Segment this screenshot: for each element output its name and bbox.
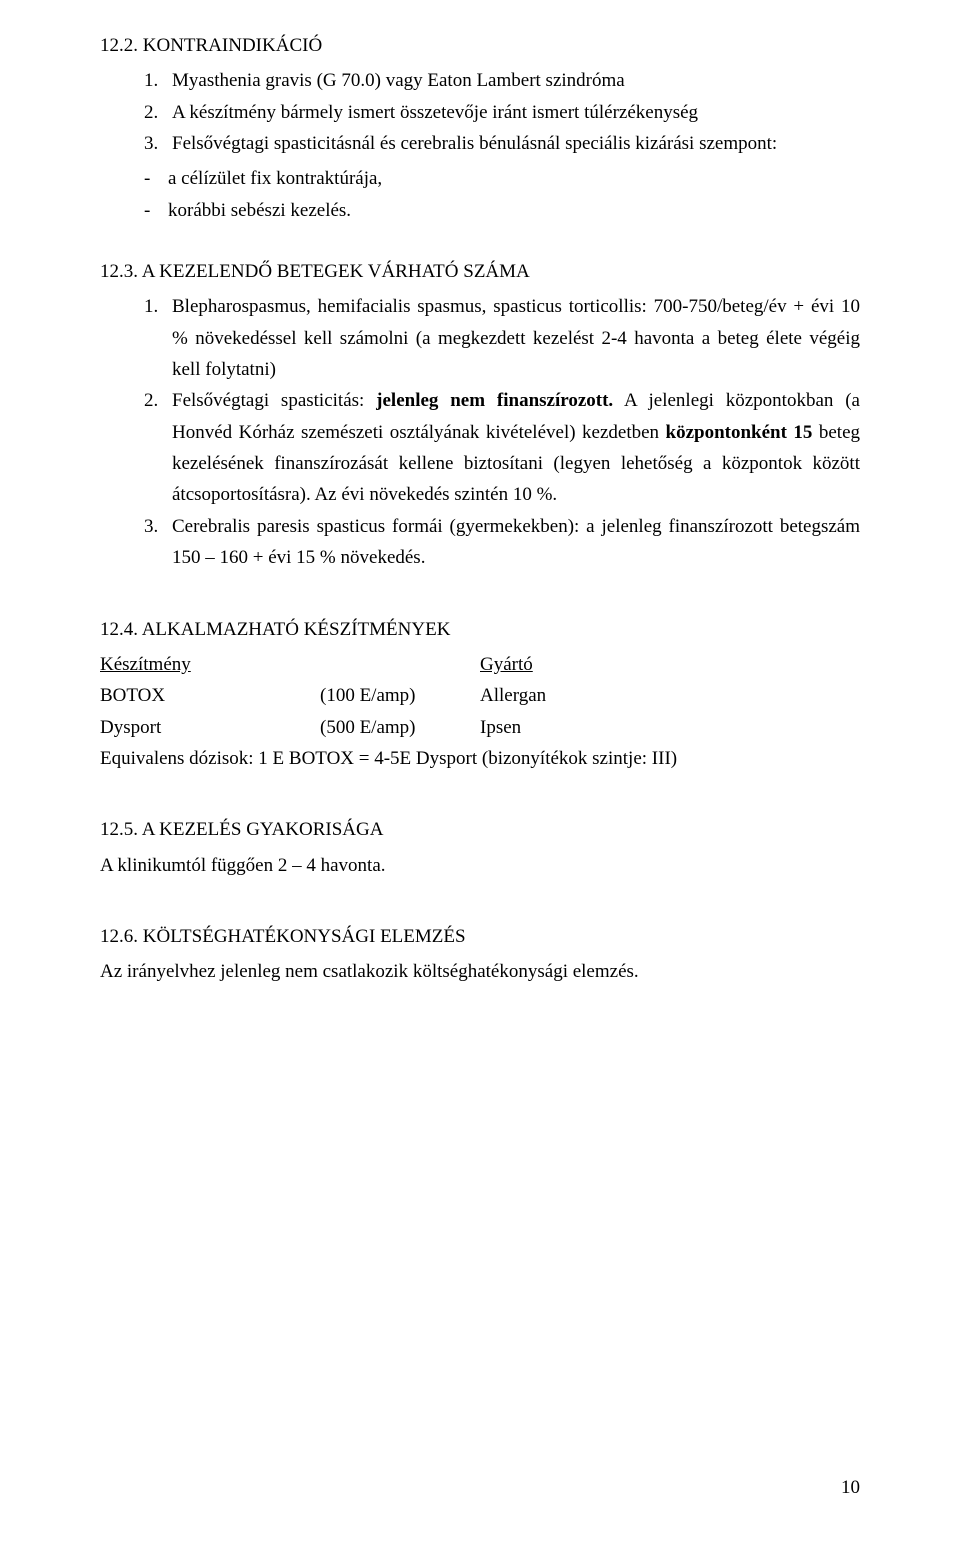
preparation-row: BOTOX (100 E/amp) Allergan bbox=[100, 680, 860, 711]
dash-item: - a célízület fix kontraktúrája, bbox=[144, 163, 860, 194]
list-text: Blepharospasmus, hemifacialis spasmus, s… bbox=[172, 291, 860, 385]
dash-item: - korábbi sebészi kezelés. bbox=[144, 195, 860, 226]
preparation-dose: (100 E/amp) bbox=[320, 680, 480, 711]
preparation-dose: (500 E/amp) bbox=[320, 712, 480, 743]
col-header-manufacturer: Gyártó bbox=[480, 649, 860, 680]
list-text: Cerebralis paresis spasticus formái (gye… bbox=[172, 511, 860, 574]
preparation-manufacturer: Allergan bbox=[480, 680, 860, 711]
equivalence-line: Equivalens dózisok: 1 E BOTOX = 4-5E Dys… bbox=[100, 743, 860, 774]
list-item: 2. Felsővégtagi spasticitás: jelenleg ne… bbox=[144, 385, 860, 510]
preparation-name: BOTOX bbox=[100, 680, 320, 711]
list-item: 1. Blepharospasmus, hemifacialis spasmus… bbox=[144, 291, 860, 385]
list-number: 2. bbox=[144, 385, 172, 510]
list-text: Myasthenia gravis (G 70.0) vagy Eaton La… bbox=[172, 65, 860, 96]
bold-run: központonként 15 bbox=[666, 422, 813, 443]
section-12-6-heading: 12.6. KÖLTSÉGHATÉKONYSÁGI ELEMZÉS bbox=[100, 921, 860, 952]
col-header-preparation: Készítmény bbox=[100, 649, 320, 680]
bold-run: jelenleg nem finanszírozott. bbox=[376, 390, 613, 411]
section-12-6-text: Az irányelvhez jelenleg nem csatlakozik … bbox=[100, 956, 860, 987]
preparation-manufacturer: Ipsen bbox=[480, 712, 860, 743]
dash-text: korábbi sebészi kezelés. bbox=[168, 195, 860, 226]
list-item: 3. Cerebralis paresis spasticus formái (… bbox=[144, 511, 860, 574]
section-12-3-heading: 12.3. A KEZELENDŐ BETEGEK VÁRHATÓ SZÁMA bbox=[100, 256, 860, 287]
section-12-3-list: 1. Blepharospasmus, hemifacialis spasmus… bbox=[100, 291, 860, 573]
section-12-4-heading: 12.4. ALKALMAZHATÓ KÉSZÍTMÉNYEK bbox=[100, 614, 860, 645]
dash-icon: - bbox=[144, 195, 168, 226]
list-number: 1. bbox=[144, 65, 172, 96]
text-run: Felsővégtagi spasticitás: bbox=[172, 390, 376, 411]
page-number: 10 bbox=[841, 1472, 860, 1503]
section-12-5-heading: 12.5. A KEZELÉS GYAKORISÁGA bbox=[100, 814, 860, 845]
list-item: 3. Felsővégtagi spasticitásnál és cerebr… bbox=[144, 128, 860, 159]
list-number: 2. bbox=[144, 97, 172, 128]
preparation-name: Dysport bbox=[100, 712, 320, 743]
list-number: 1. bbox=[144, 291, 172, 385]
section-12-5-text: A klinikumtól függően 2 – 4 havonta. bbox=[100, 850, 860, 881]
dash-icon: - bbox=[144, 163, 168, 194]
preparation-row: Dysport (500 E/amp) Ipsen bbox=[100, 712, 860, 743]
list-text: A készítmény bármely ismert összetevője … bbox=[172, 97, 860, 128]
list-item: 1. Myasthenia gravis (G 70.0) vagy Eaton… bbox=[144, 65, 860, 96]
list-text: Felsővégtagi spasticitásnál és cerebrali… bbox=[172, 128, 860, 159]
preparations-header-row: Készítmény Gyártó bbox=[100, 649, 860, 680]
section-12-2-list: 1. Myasthenia gravis (G 70.0) vagy Eaton… bbox=[100, 65, 860, 159]
section-12-2-sublist: - a célízület fix kontraktúrája, - koráb… bbox=[100, 163, 860, 226]
section-12-2-heading: 12.2. KONTRAINDIKÁCIÓ bbox=[100, 30, 860, 61]
list-text: Felsővégtagi spasticitás: jelenleg nem f… bbox=[172, 385, 860, 510]
dash-text: a célízület fix kontraktúrája, bbox=[168, 163, 860, 194]
list-number: 3. bbox=[144, 511, 172, 574]
list-item: 2. A készítmény bármely ismert összetevő… bbox=[144, 97, 860, 128]
list-number: 3. bbox=[144, 128, 172, 159]
col-header-blank bbox=[320, 649, 480, 680]
